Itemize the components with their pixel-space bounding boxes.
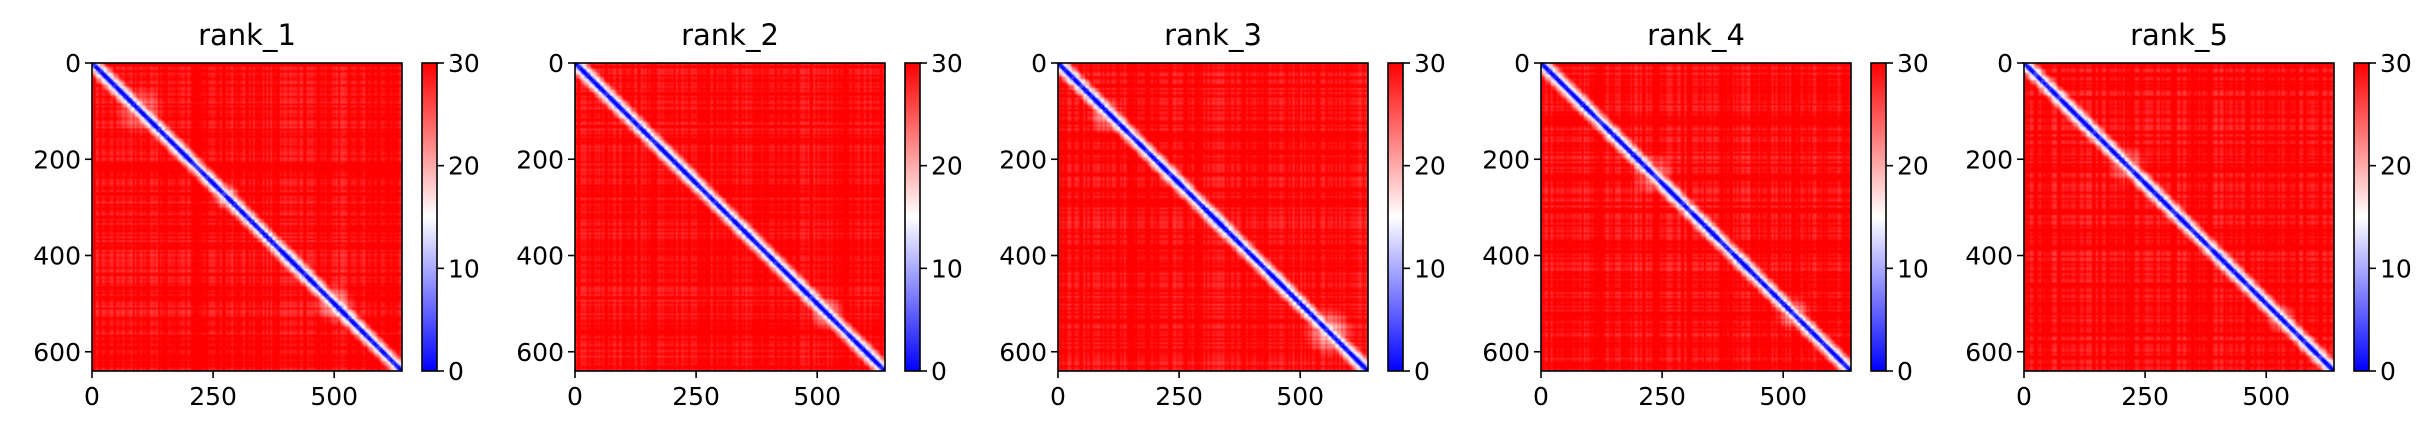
colorbar-tick-label: 20: [1414, 152, 1446, 181]
x-tick-label: 250: [672, 382, 720, 411]
colorbar-tick-label: 20: [2380, 152, 2412, 181]
y-tick-label: 0: [548, 49, 564, 78]
axes-frame: [1057, 62, 1369, 372]
colorbar: [904, 62, 921, 372]
x-tick-label: 500: [1276, 382, 1324, 411]
y-tick-label: 400: [999, 242, 1047, 271]
y-tick-label: 0: [65, 49, 81, 78]
y-tick-label: 0: [1031, 49, 1047, 78]
colorbar-tick-label: 20: [448, 152, 480, 181]
panel-title: rank_1: [198, 18, 296, 52]
colorbar-tick-label: 0: [1897, 357, 1913, 386]
colorbar: [1870, 62, 1887, 372]
x-tick-label: 0: [2016, 382, 2032, 411]
y-tick-label: 600: [516, 338, 564, 367]
heatmap-image: [1541, 63, 1851, 371]
colorbar-tick-label: 30: [1897, 49, 1929, 78]
y-tick-label: 200: [1482, 145, 1530, 174]
colorbar-tick-label: 10: [1897, 254, 1929, 283]
y-tick-label: 0: [1514, 49, 1530, 78]
panel-title: rank_2: [681, 18, 779, 52]
colorbar-tick-label: 0: [1414, 357, 1430, 386]
y-tick-label: 200: [516, 145, 564, 174]
y-tick-label: 600: [33, 338, 81, 367]
colorbar-tick-label: 20: [1897, 152, 1929, 181]
colorbar-tick-label: 10: [1414, 254, 1446, 283]
colorbar-tick-label: 10: [2380, 254, 2412, 283]
y-tick-label: 0: [1997, 49, 2013, 78]
axes-frame: [574, 62, 886, 372]
y-tick-label: 600: [999, 338, 1047, 367]
x-tick-label: 250: [1638, 382, 1686, 411]
heatmap-image: [575, 63, 885, 371]
y-tick-label: 600: [1482, 338, 1530, 367]
x-tick-label: 0: [1050, 382, 1066, 411]
colorbar-tick-label: 0: [2380, 357, 2396, 386]
axes-frame: [91, 62, 403, 372]
heatmap-image: [1058, 63, 1368, 371]
x-tick-label: 500: [793, 382, 841, 411]
colorbar-tick-label: 0: [448, 357, 464, 386]
x-tick-label: 500: [310, 382, 358, 411]
y-tick-label: 200: [999, 145, 1047, 174]
x-tick-label: 250: [2121, 382, 2169, 411]
colorbar-tick-label: 30: [1414, 49, 1446, 78]
y-tick-label: 200: [33, 145, 81, 174]
colorbar-tick-label: 30: [2380, 49, 2412, 78]
x-tick-label: 250: [1155, 382, 1203, 411]
colorbar-tick-label: 10: [931, 254, 963, 283]
axes-frame: [2023, 62, 2335, 372]
colorbar: [2353, 62, 2370, 372]
y-tick-label: 400: [33, 242, 81, 271]
colorbar-tick-label: 10: [448, 254, 480, 283]
x-tick-label: 0: [84, 382, 100, 411]
x-tick-label: 500: [1759, 382, 1807, 411]
colorbar: [421, 62, 438, 372]
panel-title: rank_5: [2130, 18, 2228, 52]
x-tick-label: 250: [189, 382, 237, 411]
x-tick-label: 0: [567, 382, 583, 411]
y-tick-label: 400: [1482, 242, 1530, 271]
colorbar-tick-label: 30: [448, 49, 480, 78]
y-tick-label: 400: [1965, 242, 2013, 271]
y-tick-label: 400: [516, 242, 564, 271]
x-tick-label: 500: [2242, 382, 2290, 411]
colorbar: [1387, 62, 1404, 372]
panel-title: rank_3: [1164, 18, 1262, 52]
y-tick-label: 600: [1965, 338, 2013, 367]
panel-title: rank_4: [1647, 18, 1745, 52]
axes-frame: [1540, 62, 1852, 372]
colorbar-tick-label: 20: [931, 152, 963, 181]
colorbar-tick-label: 0: [931, 357, 947, 386]
colorbar-tick-label: 30: [931, 49, 963, 78]
x-tick-label: 0: [1533, 382, 1549, 411]
heatmap-image: [92, 63, 402, 371]
heatmap-image: [2024, 63, 2334, 371]
y-tick-label: 200: [1965, 145, 2013, 174]
